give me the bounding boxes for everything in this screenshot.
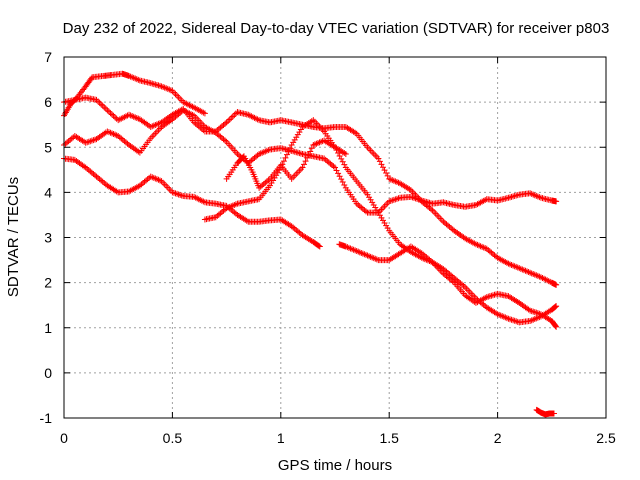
- y-tick-label: -1: [40, 410, 53, 426]
- data-point: [551, 304, 558, 311]
- data-point: [280, 158, 287, 165]
- x-axis-label: GPS time / hours: [278, 457, 392, 474]
- data-point: [302, 158, 309, 165]
- data-point: [285, 148, 292, 155]
- y-tick-labels: -1 0 1 2 3 4 5 6 7: [40, 49, 53, 426]
- grid: [64, 57, 606, 418]
- data-point: [553, 198, 560, 205]
- x-tick-label: 1.5: [379, 430, 399, 446]
- data-point: [553, 303, 560, 310]
- data-point: [304, 154, 311, 161]
- data-point: [307, 148, 314, 155]
- y-tick-label: 7: [44, 49, 52, 65]
- chart-title: Day 232 of 2022, Sidereal Day-to-day VTE…: [63, 20, 610, 37]
- data-point: [305, 151, 312, 158]
- plot-points: [61, 70, 560, 418]
- data-point: [308, 145, 315, 152]
- data-point: [282, 154, 289, 161]
- x-tick-label: 1: [277, 430, 285, 446]
- series-track-h: [533, 406, 557, 418]
- y-tick-label: 4: [44, 184, 52, 200]
- data-point: [299, 164, 306, 171]
- data-point: [552, 323, 559, 330]
- y-tick-label: 1: [44, 320, 52, 336]
- data-point: [316, 243, 323, 250]
- y-tick-label: 6: [44, 94, 52, 110]
- x-tick-labels: 0 0.5 1 1.5 2 2.5: [60, 430, 616, 446]
- plot-frame: [63, 56, 607, 419]
- y-axis-label: SDTVAR / TECUs: [5, 177, 22, 297]
- series-track-f: [223, 137, 349, 191]
- data-point: [550, 410, 557, 417]
- data-point: [553, 281, 560, 288]
- y-tick-label: 5: [44, 139, 52, 155]
- data-point: [283, 151, 290, 158]
- y-tick-label: 0: [44, 365, 52, 381]
- data-point: [342, 151, 349, 158]
- series-track-g: [336, 241, 560, 330]
- data-point: [315, 242, 322, 249]
- data-point: [201, 110, 208, 117]
- y-tick-label: 2: [44, 275, 52, 291]
- series-track-c: [61, 107, 560, 216]
- x-tick-label: 0.5: [163, 430, 183, 446]
- data-point: [552, 303, 559, 310]
- x-tick-label: 2.5: [596, 430, 616, 446]
- data-point: [553, 323, 560, 330]
- data-point: [287, 145, 294, 152]
- series-track-d: [61, 155, 323, 250]
- data-point: [301, 161, 308, 168]
- x-tick-label: 2: [494, 430, 502, 446]
- series-track-a: [61, 70, 208, 119]
- x-tick-label: 0: [60, 430, 68, 446]
- y-tick-label: 3: [44, 230, 52, 246]
